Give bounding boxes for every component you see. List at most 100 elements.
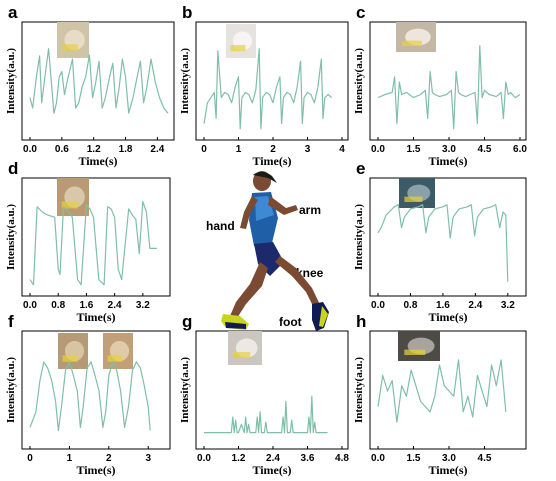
inset-photo <box>228 331 262 365</box>
x-tick-label: 1 <box>67 453 73 464</box>
plot-frame <box>21 330 171 450</box>
x-tick-label: 0.6 <box>55 144 69 155</box>
x-tick-label: 3 <box>145 453 151 464</box>
series-line <box>203 48 333 130</box>
panel-g: g 0.0 1.2 2.4 3.6 4.8 Time(s) Intensity(a.u.) <box>179 312 349 477</box>
inset-photo <box>399 178 435 208</box>
series-line <box>29 201 157 286</box>
y-axis-label: Intensity(a.u.) <box>5 48 17 114</box>
x-tick-label: 2.4 <box>108 300 122 311</box>
label-hand: hand <box>206 219 235 233</box>
x-tick-label: 1.2 <box>87 144 101 155</box>
x-tick-label: 2.4 <box>150 144 164 155</box>
x-tick-label: 4.8 <box>335 453 349 464</box>
x-tick-label: 1.8 <box>119 144 133 155</box>
x-tick-label: 0.0 <box>197 453 211 464</box>
x-axis-label: Time(s) <box>428 310 467 324</box>
series-line <box>204 395 328 434</box>
panel-b: b 0 1 2 3 4 Time(s) Intensity(a.u.) <box>179 3 349 168</box>
label-arm: arm <box>299 203 321 217</box>
x-axis-label: Time(s) <box>76 310 115 324</box>
panel-label: d <box>8 159 18 178</box>
runner-front-leg <box>275 256 322 312</box>
panel-a: a 0.0 0.6 1.2 1.8 2.4 Time(s) Intensity(a.u.) <box>5 3 175 168</box>
inset-photo <box>226 24 256 58</box>
panel-label: f <box>8 312 14 331</box>
runner-illustration: hand arm knee foot <box>206 171 329 331</box>
panel-f: f 0 1 2 3 Time(s) Intensity(a.u.) <box>5 312 171 477</box>
panel-label: e <box>356 159 365 178</box>
runner-right-arm <box>268 196 298 215</box>
y-axis-label: Intensity(a.u.) <box>5 357 17 423</box>
x-axis-label: Time(s) <box>252 463 291 477</box>
x-tick-label: 4 <box>339 144 345 155</box>
x-tick-label: 0.0 <box>371 453 385 464</box>
x-tick-label: 3.2 <box>501 300 515 311</box>
panel-label: h <box>356 312 366 331</box>
runner-back-leg <box>230 262 268 318</box>
inset-photo <box>57 178 89 216</box>
series-line <box>29 48 169 114</box>
x-tick-label: 2.4 <box>266 453 280 464</box>
panel-label: c <box>356 3 365 22</box>
plot-frame <box>369 330 527 450</box>
x-axis-label: Time(s) <box>78 154 117 168</box>
panel-e: e 0.0 0.8 1.6 2.4 3.2 Time(s) Intensity(a.u.) <box>353 159 527 324</box>
panel-label: b <box>182 3 192 22</box>
panel-label: a <box>8 3 18 22</box>
x-tick-label: 1.6 <box>436 300 450 311</box>
x-tick-label: 0.0 <box>371 300 385 311</box>
panel-d: d 0.0 0.8 1.6 2.4 3.2 Time(s) Intensity(a.u.) <box>5 159 171 324</box>
y-axis-label: Intensity(a.u.) <box>179 357 191 423</box>
plot-frame <box>195 330 349 450</box>
x-tick-label: 0.0 <box>23 144 37 155</box>
plot-frame <box>369 177 527 297</box>
x-axis-label: Time(s) <box>252 154 291 168</box>
label-knee: knee <box>296 266 324 280</box>
panel-label: g <box>182 312 192 331</box>
x-tick-label: 1.5 <box>407 453 421 464</box>
runner-left-arm <box>240 196 258 229</box>
x-tick-label: 6.0 <box>513 144 527 155</box>
x-tick-label: 2.4 <box>468 300 482 311</box>
x-tick-label: 1.2 <box>232 453 246 464</box>
plot-frame <box>21 177 171 297</box>
x-tick-label: 3.2 <box>136 300 150 311</box>
plot-frame <box>195 21 349 141</box>
series-line <box>377 44 521 130</box>
y-axis-label: Intensity(a.u.) <box>353 48 365 114</box>
x-tick-label: 2 <box>106 453 112 464</box>
x-tick-label: 1 <box>236 144 242 155</box>
inset-photo <box>57 22 89 58</box>
series-line <box>377 204 509 282</box>
y-axis-label: Intensity(a.u.) <box>179 48 191 114</box>
x-axis-label: Time(s) <box>428 463 467 477</box>
y-axis-label: Intensity(a.u.) <box>5 204 17 270</box>
x-tick-label: 3.0 <box>442 453 456 464</box>
x-tick-label: 0.0 <box>371 144 385 155</box>
x-tick-label: 4.5 <box>478 453 492 464</box>
inset-photo <box>58 333 88 369</box>
plot-frame <box>21 21 175 141</box>
inset-photo <box>396 22 436 52</box>
x-tick-label: 3.6 <box>301 453 315 464</box>
inset-photo <box>398 331 440 361</box>
x-tick-label: 1.6 <box>79 300 93 311</box>
x-tick-label: 3 <box>305 144 311 155</box>
series-line <box>377 359 507 423</box>
series-line <box>29 361 151 432</box>
x-tick-label: 0.8 <box>51 300 65 311</box>
panel-h: h 0.0 1.5 3.0 4.5 Time(s) Intensity(a.u.) <box>353 312 527 477</box>
panel-c: c 0.0 1.5 3.0 4.5 6.0 Time(s) Intensity(a.u.) <box>353 3 527 168</box>
x-tick-label: 4.5 <box>478 144 492 155</box>
x-axis-label: Time(s) <box>76 463 115 477</box>
y-axis-label: Intensity(a.u.) <box>353 204 365 270</box>
label-foot: foot <box>279 315 302 329</box>
x-tick-label: 0 <box>27 453 33 464</box>
x-tick-label: 0.8 <box>404 300 418 311</box>
runner-hair <box>253 171 277 183</box>
x-tick-label: 0.0 <box>23 300 37 311</box>
x-tick-label: 0 <box>201 144 207 155</box>
x-tick-label: 1.5 <box>407 144 421 155</box>
